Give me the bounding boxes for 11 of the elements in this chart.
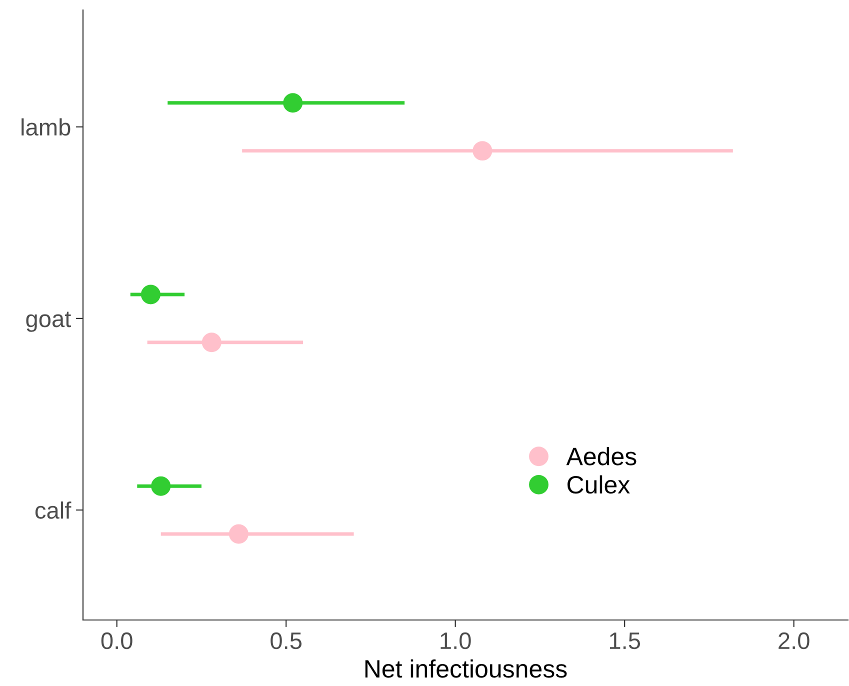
- y-tick-label: goat: [26, 312, 72, 332]
- x-tick-label: 2.0: [778, 632, 810, 650]
- x-tick-label: 0.5: [270, 632, 302, 650]
- x-tick-label: 1.5: [610, 632, 640, 650]
- legend-label: Culex: [568, 475, 630, 494]
- y-tick-label: lamb: [22, 118, 70, 136]
- y-tick-label: calf: [35, 501, 72, 519]
- legend-label: Aedes: [566, 447, 636, 466]
- x-axis-title: Net infectiousness: [365, 659, 567, 678]
- x-tick-label: 0.0: [101, 632, 132, 650]
- x-tick-label: 1.0: [440, 632, 471, 650]
